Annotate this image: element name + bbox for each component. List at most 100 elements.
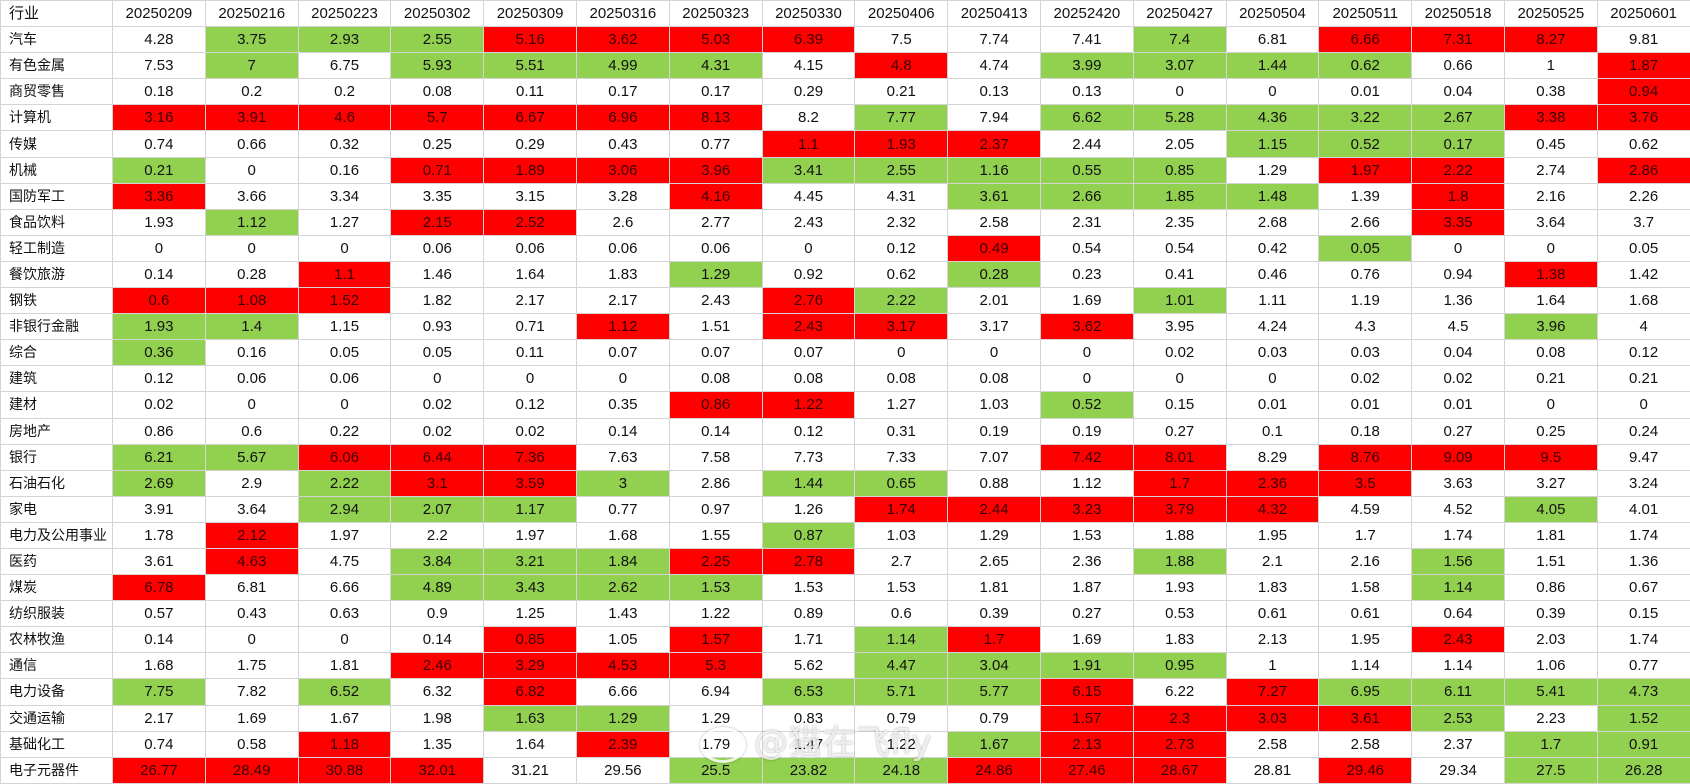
value-cell: 4.15 <box>762 53 855 79</box>
industry-name: 有色金属 <box>1 53 113 79</box>
value-cell: 0.16 <box>205 340 298 366</box>
industry-name: 汽车 <box>1 27 113 53</box>
value-cell: 0.06 <box>391 235 484 261</box>
value-cell: 0.02 <box>391 418 484 444</box>
value-cell: 1.35 <box>391 731 484 757</box>
value-cell: 3.34 <box>298 183 391 209</box>
value-cell: 0.05 <box>1597 235 1690 261</box>
value-cell: 0.91 <box>1597 731 1690 757</box>
value-cell: 28.49 <box>205 757 298 783</box>
value-cell: 3.91 <box>113 496 206 522</box>
value-cell: 1.01 <box>1133 288 1226 314</box>
value-cell: 1.53 <box>1040 522 1133 548</box>
value-cell: 6.22 <box>1133 679 1226 705</box>
value-cell: 2.32 <box>855 209 948 235</box>
value-cell: 1.18 <box>298 731 391 757</box>
value-cell: 7.07 <box>948 444 1041 470</box>
value-cell: 0 <box>762 235 855 261</box>
value-cell: 5.71 <box>855 679 948 705</box>
value-cell: 23.82 <box>762 757 855 783</box>
value-cell: 0.1 <box>1226 418 1319 444</box>
value-cell: 0.01 <box>1319 79 1412 105</box>
value-cell: 27.46 <box>1040 757 1133 783</box>
value-cell: 0.08 <box>948 366 1041 392</box>
value-cell: 0.14 <box>669 418 762 444</box>
value-cell: 0.25 <box>1504 418 1597 444</box>
value-cell: 1.78 <box>113 522 206 548</box>
value-cell: 0.94 <box>1412 261 1505 287</box>
value-cell: 1.57 <box>669 627 762 653</box>
value-cell: 1.22 <box>762 392 855 418</box>
value-cell: 7.58 <box>669 444 762 470</box>
value-cell: 0.76 <box>1319 261 1412 287</box>
value-cell: 2.74 <box>1504 157 1597 183</box>
value-cell: 0.54 <box>1040 235 1133 261</box>
value-cell: 0.19 <box>948 418 1041 444</box>
industry-name: 轻工制造 <box>1 235 113 261</box>
value-cell: 1.83 <box>1133 627 1226 653</box>
value-cell: 0.95 <box>1133 653 1226 679</box>
header-date: 20250525 <box>1504 1 1597 27</box>
value-cell: 3.03 <box>1226 705 1319 731</box>
value-cell: 1.7 <box>1319 522 1412 548</box>
value-cell: 0 <box>1133 79 1226 105</box>
value-cell: 3.62 <box>576 27 669 53</box>
value-cell: 2.05 <box>1133 131 1226 157</box>
value-cell: 0.62 <box>855 261 948 287</box>
value-cell: 0.15 <box>1597 601 1690 627</box>
value-cell: 1.48 <box>1226 183 1319 209</box>
value-cell: 0 <box>1040 366 1133 392</box>
header-date: 20252420 <box>1040 1 1133 27</box>
value-cell: 2.65 <box>948 548 1041 574</box>
value-cell: 0.11 <box>484 79 577 105</box>
industry-name: 煤炭 <box>1 575 113 601</box>
value-cell: 1.8 <box>1412 183 1505 209</box>
value-cell: 3.21 <box>484 548 577 574</box>
value-cell: 26.28 <box>1597 757 1690 783</box>
value-cell: 1.68 <box>113 653 206 679</box>
header-date: 20250330 <box>762 1 855 27</box>
value-cell: 2.3 <box>1133 705 1226 731</box>
industry-name: 非银行金融 <box>1 314 113 340</box>
value-cell: 1.67 <box>948 731 1041 757</box>
value-cell: 0 <box>205 235 298 261</box>
value-cell: 7.73 <box>762 444 855 470</box>
value-cell: 3.61 <box>1319 705 1412 731</box>
value-cell: 0.07 <box>576 340 669 366</box>
value-cell: 8.01 <box>1133 444 1226 470</box>
value-cell: 2.25 <box>669 548 762 574</box>
value-cell: 3.91 <box>205 105 298 131</box>
value-cell: 4.32 <box>1226 496 1319 522</box>
value-cell: 0.07 <box>669 340 762 366</box>
value-cell: 0.6 <box>113 288 206 314</box>
value-cell: 2.22 <box>1412 157 1505 183</box>
value-cell: 2.44 <box>948 496 1041 522</box>
value-cell: 0.86 <box>1504 575 1597 601</box>
value-cell: 0.66 <box>205 131 298 157</box>
value-cell: 0.53 <box>1133 601 1226 627</box>
value-cell: 1.93 <box>1133 575 1226 601</box>
value-cell: 1.67 <box>298 705 391 731</box>
value-cell: 6.95 <box>1319 679 1412 705</box>
value-cell: 2.17 <box>484 288 577 314</box>
value-cell: 1.44 <box>1226 53 1319 79</box>
industry-name: 商贸零售 <box>1 79 113 105</box>
value-cell: 2.76 <box>762 288 855 314</box>
value-cell: 7.27 <box>1226 679 1319 705</box>
value-cell: 0.04 <box>1412 340 1505 366</box>
value-cell: 1.51 <box>1504 548 1597 574</box>
value-cell: 1.7 <box>948 627 1041 653</box>
header-date: 20250316 <box>576 1 669 27</box>
value-cell: 1.91 <box>1040 653 1133 679</box>
value-cell: 1.84 <box>576 548 669 574</box>
value-cell: 4 <box>1597 314 1690 340</box>
value-cell: 3.15 <box>484 183 577 209</box>
value-cell: 1.68 <box>1597 288 1690 314</box>
value-cell: 4.24 <box>1226 314 1319 340</box>
